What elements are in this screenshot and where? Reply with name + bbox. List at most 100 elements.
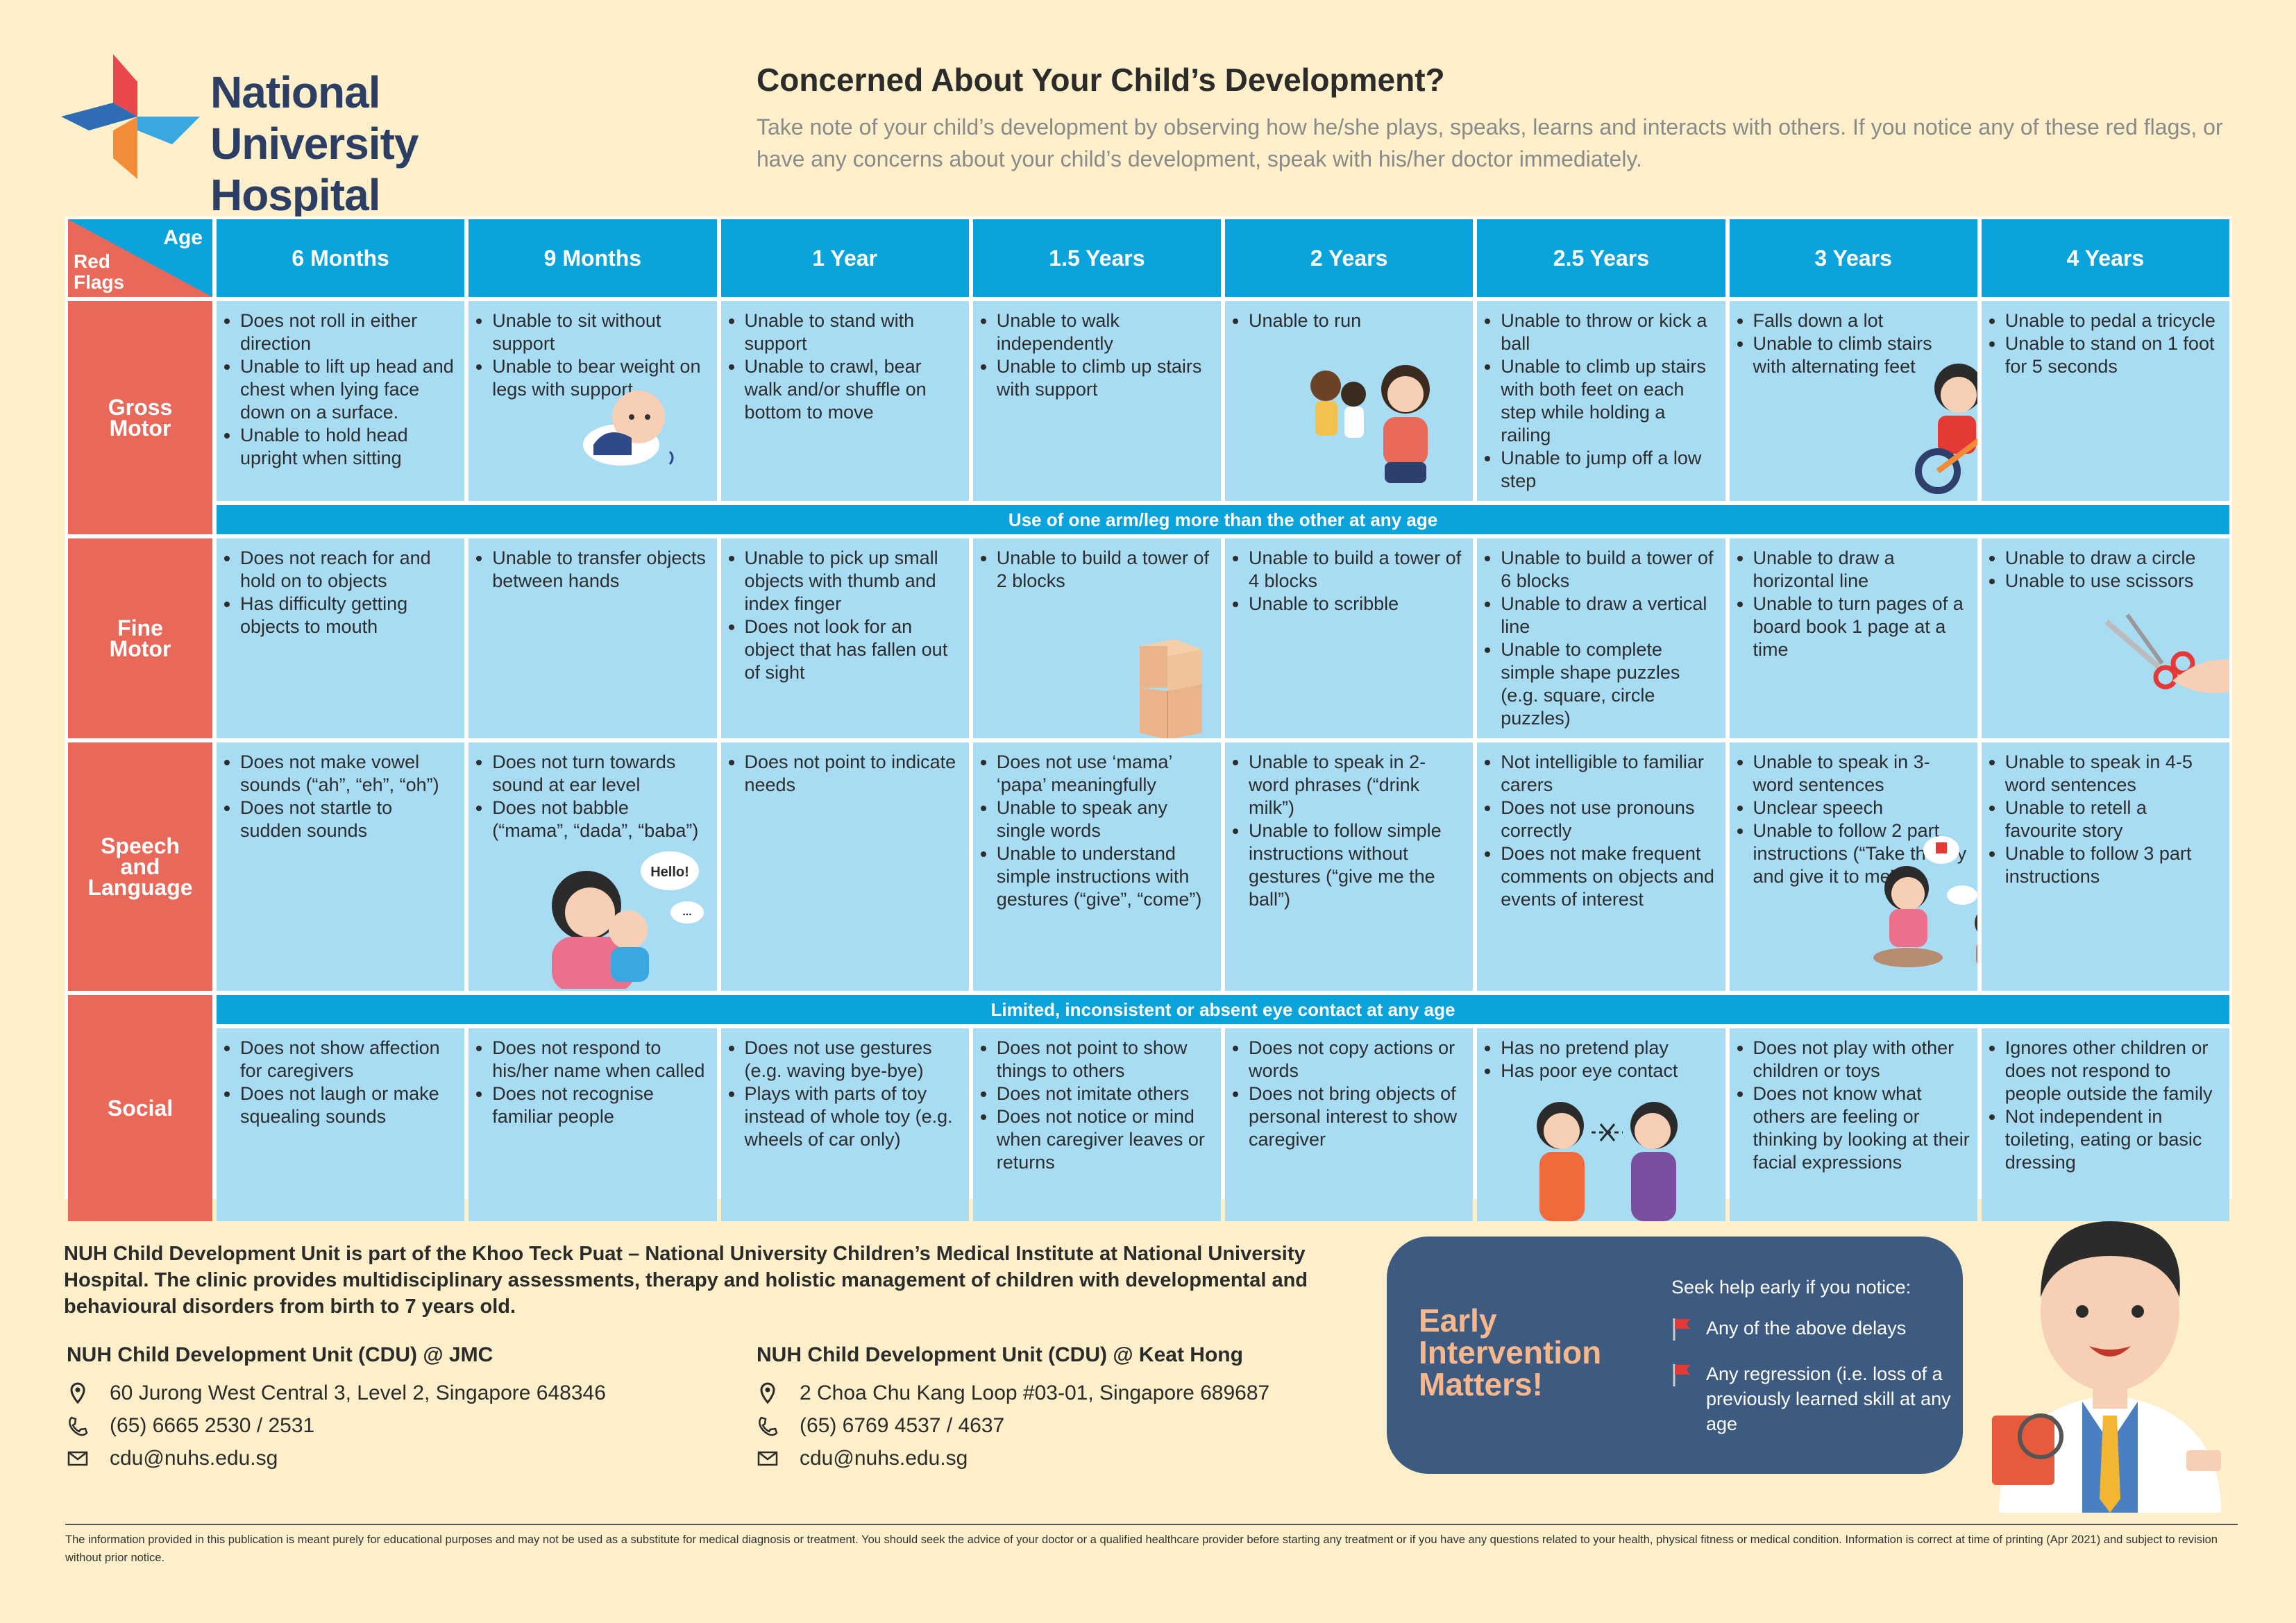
red-flag-item: Unable to understand simple instructions… (997, 842, 1214, 911)
red-flag-item: Unable to bear weight on legs with suppo… (492, 355, 709, 401)
mail-icon (67, 1447, 89, 1470)
table-corner: Age Red Flags (68, 219, 212, 297)
blocks-tower-illustration (1139, 639, 1202, 738)
age-header: 1 Year (720, 219, 969, 297)
cell-gross: Unable to run (1225, 301, 1474, 501)
email-link[interactable]: cdu@nuhs.edu.sg (110, 1446, 278, 1470)
location-name: NUH Child Development Unit (CDU) @ Keat … (757, 1343, 1243, 1366)
cell-fine: Unable to pick up small objects with thu… (720, 538, 969, 738)
red-flag-item: Unable to build a tower of 2 blocks (997, 547, 1214, 593)
red-flag-item: Unable to speak in 2-word phrases (“drin… (1249, 751, 1466, 819)
red-flag-item: Does not point to indicate needs (745, 751, 962, 797)
age-header: 3 Years (1729, 219, 1977, 297)
red-flag-item: Not independent in toileting, eating or … (2005, 1105, 2222, 1174)
logo-wordmark: National University Hospital (210, 67, 589, 221)
cell-gross: Does not roll in either directionUnable … (217, 301, 465, 501)
red-flag-item: Unable to climb stairs with alternating … (1753, 332, 1970, 378)
red-flag-list: Unable to pick up small objects with thu… (731, 547, 962, 684)
row-label-social: Social (68, 995, 212, 1221)
phone-text[interactable]: (65) 6769 4537 / 4637 (800, 1413, 1005, 1437)
red-flag-list: Unable to run (1235, 309, 1466, 332)
red-flag-item: Does not use ‘mama’ ‘papa’ meaningfully (997, 751, 1214, 797)
red-flag-item: Does not use gestures (e.g. waving bye-b… (745, 1037, 962, 1082)
red-flag-item: Does not roll in either direction (240, 309, 457, 355)
cell-speech: Does not point to indicate needs (720, 742, 969, 991)
scissors-hand-illustration (2104, 613, 2229, 693)
flag-item-regression: Any regression (i.e. loss of a previousl… (1671, 1361, 1970, 1436)
corner-age-label: Age (163, 226, 203, 249)
red-flag-item: Does not bring objects of personal inter… (1249, 1082, 1466, 1151)
red-flag-item: Does not play with other children or toy… (1753, 1037, 1970, 1082)
red-flag-item: Unable to throw or kick a ball (1501, 309, 1718, 355)
red-flag-item: Unable to climb up stairs with both feet… (1501, 355, 1718, 447)
red-flag-item: Not intelligible to familiar carers (1501, 751, 1718, 797)
red-flag-item: Does not make vowel sounds (“ah”, “eh”, … (240, 751, 457, 797)
location-pin-icon (757, 1382, 779, 1404)
doctor-illustration (1992, 1221, 2221, 1513)
location-jmc: NUH Child Development Unit (CDU) @ JMC 6… (67, 1343, 606, 1475)
cell-fine: Unable to draw a horizontal lineUnable t… (1729, 538, 1977, 738)
red-flag-list: Does not respond to his/her name when ca… (478, 1037, 709, 1128)
red-flag-list: Does not roll in either directionUnable … (226, 309, 457, 470)
red-flag-item: Does not make frequent comments on objec… (1501, 842, 1718, 911)
red-flag-item: Unable to use scissors (2005, 570, 2222, 593)
red-flag-item: Does not copy actions or words (1249, 1037, 1466, 1082)
red-flag-list: Unable to stand with supportUnable to cr… (731, 309, 962, 424)
red-flag-list: Does not play with other children or toy… (1739, 1037, 1970, 1174)
mail-icon (757, 1447, 779, 1470)
cell-social: Does not play with other children or toy… (1729, 1028, 1977, 1221)
red-flag-item: Unable to lift up head and chest when ly… (240, 355, 457, 424)
red-flag-item: Does not startle to sudden sounds (240, 797, 457, 842)
cell-social: Does not copy actions or wordsDoes not b… (1225, 1028, 1474, 1221)
red-flag-item: Plays with parts of toy instead of whole… (745, 1082, 962, 1151)
red-flag-item: Unable to pedal a tricycle (2005, 309, 2222, 332)
red-flag-list: Unable to transfer objects between hands (478, 547, 709, 593)
cell-gross: Unable to stand with supportUnable to cr… (720, 301, 969, 501)
red-flag-list: Does not turn towards sound at ear level… (478, 751, 709, 842)
red-flag-item: Unable to stand with support (745, 309, 962, 355)
red-flag-list: Unable to speak in 2-word phrases (“drin… (1235, 751, 1466, 911)
red-flag-item: Unable to draw a horizontal line (1753, 547, 1970, 593)
red-flag-item: Does not laugh or make squealing sounds (240, 1082, 457, 1128)
cell-gross: Unable to sit without supportUnable to b… (469, 301, 717, 501)
red-flag-item: Unable to build a tower of 6 blocks (1501, 547, 1718, 593)
cell-speech: Unable to speak in 4-5 word sentencesUna… (1981, 742, 2229, 991)
phone-icon (757, 1415, 779, 1437)
cell-social: Does not point to show things to othersD… (972, 1028, 1221, 1221)
svg-text:...: ... (683, 906, 692, 918)
red-flag-list: Not intelligible to familiar carers Does … (1487, 751, 1718, 911)
red-flag-list: Does not show affection for caregiversDo… (226, 1037, 457, 1128)
email-link[interactable]: cdu@nuhs.edu.sg (800, 1446, 968, 1470)
phone-text[interactable]: (65) 6665 2530 / 2531 (110, 1413, 315, 1437)
corner-flags-label: Red Flags (74, 250, 125, 293)
red-flag-list: Has no pretend playHas poor eye contact (1487, 1037, 1718, 1082)
early-intervention-title: Early Intervention Matters! (1419, 1302, 1602, 1402)
red-flag-icon (1673, 1318, 1690, 1341)
cell-gross: Unable to walk independentlyUnable to cl… (972, 301, 1221, 501)
crawling-baby-illustration (583, 391, 674, 466)
band-arm-leg: Use of one arm/leg more than the other a… (217, 505, 2229, 534)
red-flag-item: Unable to complete simple shape puzzles … (1501, 638, 1718, 730)
red-flag-item: Unable to speak in 4-5 word sentences (2005, 751, 2222, 797)
location-pin-icon (67, 1382, 89, 1404)
red-flag-item: Does not look for an object that has fal… (745, 615, 962, 684)
red-flag-item: Does not turn towards sound at ear level (492, 751, 709, 797)
red-flag-item: Unable to draw a circle (2005, 547, 2222, 570)
red-flag-item: Does not know what others are feeling or… (1753, 1082, 1970, 1174)
about-cdu-text: NUH Child Development Unit is part of th… (64, 1243, 1308, 1318)
row-label-gross-motor: Gross Motor (68, 301, 212, 534)
cell-fine: Unable to transfer objects between hands (469, 538, 717, 738)
red-flag-list: Unable to throw or kick a ballUnable to … (1487, 309, 1718, 493)
red-flag-item: Unable to climb up stairs with support (997, 355, 1214, 401)
red-flag-item: Unable to build a tower of 4 blocks (1249, 547, 1466, 593)
cell-speech: Does not turn towards sound at ear level… (469, 742, 717, 991)
cell-social: Has no pretend playHas poor eye contact (1477, 1028, 1725, 1221)
tricycle-child-illustration (1914, 364, 1977, 494)
red-flag-list: Unable to draw a horizontal lineUnable t… (1739, 547, 1970, 661)
red-flag-item: Unable to jump off a low step (1501, 447, 1718, 493)
red-flag-item: Unable to follow simple instructions wit… (1249, 819, 1466, 911)
cell-gross: Unable to throw or kick a ballUnable to … (1477, 301, 1725, 501)
red-flag-list: Unable to pedal a tricycleUnable to stan… (1991, 309, 2222, 378)
disclaimer-text: The information provided in this publica… (65, 1524, 2238, 1567)
red-flag-item: Ignores other children or does not respo… (2005, 1037, 2222, 1105)
